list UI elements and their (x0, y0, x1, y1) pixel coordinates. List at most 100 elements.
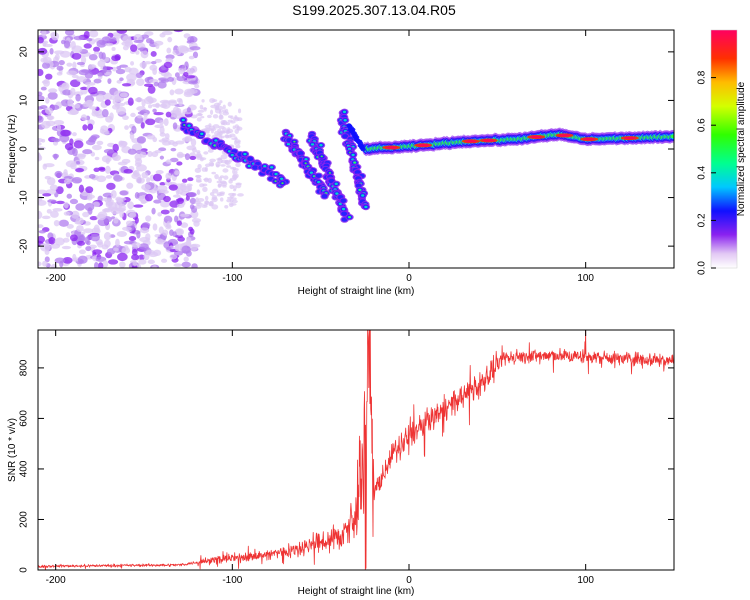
noise-speckle (127, 148, 137, 155)
noise-speckle (127, 97, 134, 106)
noise-speckle (116, 66, 122, 70)
noise-speckle (132, 259, 137, 267)
noise-speckle (38, 142, 42, 146)
noise-speckle (230, 166, 235, 170)
noise-speckle (48, 88, 58, 93)
noise-speckle (86, 99, 94, 107)
streak-core (361, 194, 365, 197)
noise-speckle (181, 261, 191, 268)
streak-mid (315, 173, 322, 178)
noise-speckle (169, 89, 175, 96)
noise-speckle (159, 103, 168, 108)
noise-speckle (93, 167, 100, 172)
noise-speckle (107, 78, 112, 84)
noise-speckle (173, 250, 183, 256)
noise-speckle (77, 255, 88, 264)
noise-speckle (84, 202, 95, 212)
noise-speckle (101, 155, 112, 163)
noise-speckle (90, 233, 100, 242)
noise-speckle (184, 153, 190, 161)
noise-speckle (136, 136, 147, 144)
noise-speckle (192, 51, 199, 59)
noise-speckle (58, 219, 69, 227)
noise-speckle (200, 115, 205, 119)
noise-speckle (152, 173, 163, 182)
noise-speckle (214, 173, 219, 180)
noise-speckle (176, 197, 185, 204)
carrier-hotspot-core (385, 146, 398, 149)
noise-speckle (121, 83, 132, 87)
noise-speckle (46, 115, 55, 121)
noise-speckle (109, 95, 116, 100)
colorbar-tick-label: 0.0 (697, 261, 708, 275)
carrier-hotspot-core (623, 136, 636, 140)
noise-speckle (75, 203, 86, 211)
noise-speckle (135, 72, 143, 79)
noise-speckle (147, 104, 153, 109)
streak-peak (320, 155, 323, 158)
noise-speckle (119, 261, 126, 268)
noise-speckle (41, 30, 47, 37)
noise-speckle (155, 238, 164, 244)
spectrogram-y-tick-label: 20 (19, 46, 30, 58)
noise-speckle (145, 118, 156, 126)
noise-speckle (87, 123, 94, 131)
noise-speckle (177, 236, 185, 242)
noise-speckle (160, 209, 170, 215)
streak-core (343, 119, 347, 122)
noise-speckle (104, 165, 111, 174)
noise-speckle (115, 207, 127, 212)
noise-speckle (172, 194, 181, 198)
noise-speckle (47, 91, 58, 100)
noise-speckle (200, 157, 207, 161)
noise-speckle (185, 250, 192, 257)
noise-speckle (138, 259, 147, 265)
noise-speckle (151, 207, 156, 215)
noise-speckle (38, 111, 42, 116)
streak-peak (328, 172, 332, 174)
noise-speckle (111, 55, 121, 62)
noise-speckle (186, 107, 191, 113)
noise-speckle (111, 104, 120, 110)
noise-speckle (147, 259, 156, 265)
noise-speckle (111, 47, 116, 52)
noise-speckle (92, 249, 103, 255)
noise-speckle (84, 81, 96, 86)
noise-speckle (45, 73, 53, 80)
noise-speckle (96, 39, 107, 48)
noise-speckle (169, 157, 179, 163)
noise-speckle (220, 135, 225, 139)
noise-speckle (205, 133, 211, 138)
noise-speckle (76, 225, 84, 233)
noise-speckle (78, 184, 85, 193)
noise-speckle (169, 254, 178, 260)
noise-speckle (126, 73, 137, 82)
streak-core (341, 207, 346, 211)
streak-peak (274, 180, 277, 183)
noise-speckle (176, 76, 186, 82)
noise-speckle (139, 61, 147, 69)
noise-speckle (54, 257, 66, 264)
streak-core (304, 158, 308, 161)
noise-speckle (80, 86, 89, 91)
noise-speckle (187, 185, 193, 192)
noise-speckle (44, 256, 50, 263)
noise-speckle (209, 98, 216, 104)
transition-hook (350, 127, 356, 132)
noise-speckle (211, 188, 219, 194)
noise-speckle (65, 160, 77, 168)
noise-speckle (220, 120, 226, 125)
spectrogram-y-tick-label: 0 (19, 146, 30, 152)
noise-speckle (196, 112, 203, 117)
noise-speckle (45, 120, 56, 127)
noise-speckle (119, 209, 124, 218)
streak-peak (348, 216, 351, 219)
noise-speckle (46, 208, 52, 214)
noise-speckle (41, 62, 50, 69)
noise-speckle (127, 201, 134, 210)
noise-speckle (153, 199, 162, 204)
noise-speckle (103, 239, 111, 248)
noise-speckle (56, 65, 64, 71)
noise-speckle (101, 129, 110, 135)
